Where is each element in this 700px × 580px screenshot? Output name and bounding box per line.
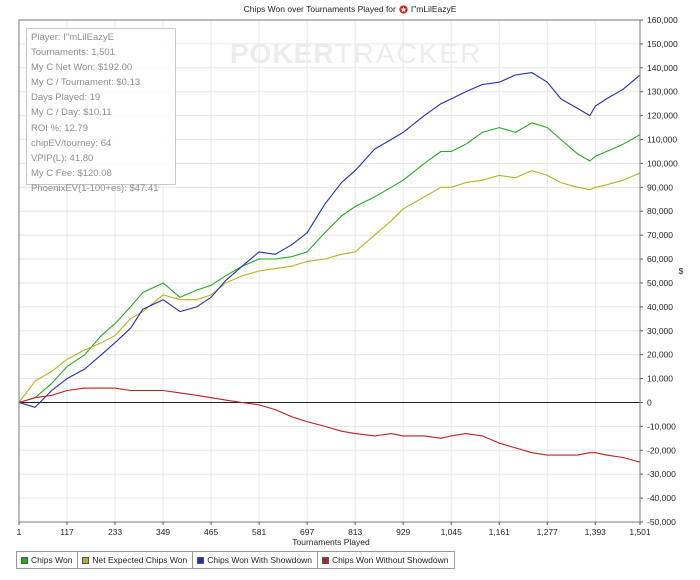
legend-label: Net Expected Chips Won — [92, 555, 188, 565]
y-tick-label: -10,000 — [647, 421, 676, 431]
y-tick-label: 40,000 — [647, 302, 673, 312]
legend-label: Chips Won Without Showdown — [331, 555, 449, 565]
y-axis-title: $ — [679, 266, 684, 276]
y-tick-label: 50,000 — [647, 278, 673, 288]
y-tick-label: 110,000 — [647, 135, 677, 145]
axes — [18, 19, 643, 525]
y-tick-label: 140,000 — [647, 63, 678, 73]
x-tick-label: 581 — [252, 527, 266, 537]
legend-label: Chips Won With Showdown — [207, 555, 312, 565]
x-tick-label: 1,393 — [585, 527, 607, 537]
y-tick-label: 30,000 — [647, 326, 673, 336]
y-tick-label: 70,000 — [647, 230, 673, 240]
x-tick-labels: 1 117 233 349 465 581 697 813 929 1,045 1,161 1,277… — [17, 527, 651, 537]
legend-item[interactable]: Chips Won Without Showdown — [318, 552, 454, 568]
stat-line: PhoenixEV(1-100+es): $47.41 — [31, 182, 159, 194]
x-tick-label: 1,045 — [441, 527, 463, 537]
chart-title-player: I"mLilEazyE — [410, 4, 457, 14]
y-tick-label: -50,000 — [647, 517, 676, 527]
stat-line: My C / Day: $10.11 — [31, 107, 112, 119]
y-tick-label: 100,000 — [647, 158, 678, 168]
x-tick-label: 349 — [156, 527, 170, 537]
series-line-chips-won-without-showdown — [18, 387, 641, 463]
legend-swatch — [197, 556, 205, 564]
series-line-chips-won-with-showdown — [18, 72, 641, 408]
legend-item[interactable]: Chips Won With Showdown — [193, 552, 318, 568]
plot-frame — [18, 19, 641, 523]
y-tick-label: 130,000 — [647, 87, 678, 97]
x-tick-label: 117 — [60, 527, 74, 537]
legend-swatch — [82, 556, 90, 564]
y-tick-label: -20,000 — [647, 445, 676, 455]
y-tick-label: -30,000 — [647, 469, 676, 479]
stat-line: VPIP(L): 41.80 — [31, 152, 94, 164]
y-tick-label: -40,000 — [647, 493, 676, 503]
stat-line: My C / Tournament: $0.13 — [31, 77, 141, 89]
series-line-chips-won — [18, 122, 641, 404]
chart-legend: Chips Won Net Expected Chips Won Chips Won… — [16, 551, 455, 569]
stat-line: My C Fee: $120.08 — [31, 167, 112, 179]
pokerstars-icon — [399, 4, 408, 14]
x-tick-label: 1,277 — [537, 527, 559, 537]
x-tick-label: 1 — [17, 527, 22, 537]
y-tick-label: 60,000 — [647, 254, 673, 264]
stat-line: chipEV/tourney: 64 — [31, 137, 112, 149]
y-tick-labels: -50,000 -40,000 -30,000 -20,000 -10,000 0 10,0… — [647, 15, 678, 527]
legend-swatch — [321, 556, 329, 564]
x-tick-label: 929 — [396, 527, 410, 537]
y-tick-label: 90,000 — [647, 182, 673, 192]
x-tick-label: 813 — [348, 527, 362, 537]
watermark-light: TRACKER — [334, 38, 483, 69]
stat-line: ROI %: 12.79 — [31, 122, 89, 134]
stat-line: Tournaments: 1,501 — [31, 47, 115, 59]
y-tick-label: 10,000 — [647, 374, 673, 384]
chart-title-prefix: Chips Won over Tournaments Played for — [243, 4, 396, 14]
x-tick-label: 233 — [108, 527, 122, 537]
x-tick-label: 1,501 — [629, 527, 651, 537]
series-lines — [18, 72, 641, 463]
y-tick-label: 0 — [647, 397, 652, 407]
stat-line: My C Net Won: $192.00 — [31, 62, 133, 74]
chart-title: Chips Won over Tournaments Played for I"… — [0, 4, 700, 14]
legend-item[interactable]: Net Expected Chips Won — [78, 552, 194, 568]
series-line-net-expected-chips-won — [18, 170, 641, 403]
pokertracker-watermark: POKER TRACKER — [230, 38, 482, 70]
stat-line: Days Played: 19 — [31, 92, 101, 104]
watermark-bold: POKER — [230, 38, 335, 69]
x-tick-label: 697 — [300, 527, 314, 537]
x-tick-label: 465 — [204, 527, 218, 537]
y-tick-label: 80,000 — [647, 206, 673, 216]
x-tick-label: 1,161 — [489, 527, 511, 537]
y-tick-label: 150,000 — [647, 39, 678, 49]
y-tick-label: 120,000 — [647, 111, 678, 121]
legend-item[interactable]: Chips Won — [17, 552, 79, 568]
y-tick-label: 20,000 — [647, 350, 673, 360]
legend-swatch — [21, 556, 28, 564]
stat-line: Player: I"mLilEazyE — [31, 32, 115, 43]
stats-panel: Player: I"mLilEazyE Tournaments: 1,501 My … — [26, 28, 176, 194]
legend-label: Chips Won — [31, 555, 73, 565]
x-axis-title: Tournaments Played — [292, 537, 370, 547]
y-tick-label: 160,000 — [647, 15, 678, 25]
